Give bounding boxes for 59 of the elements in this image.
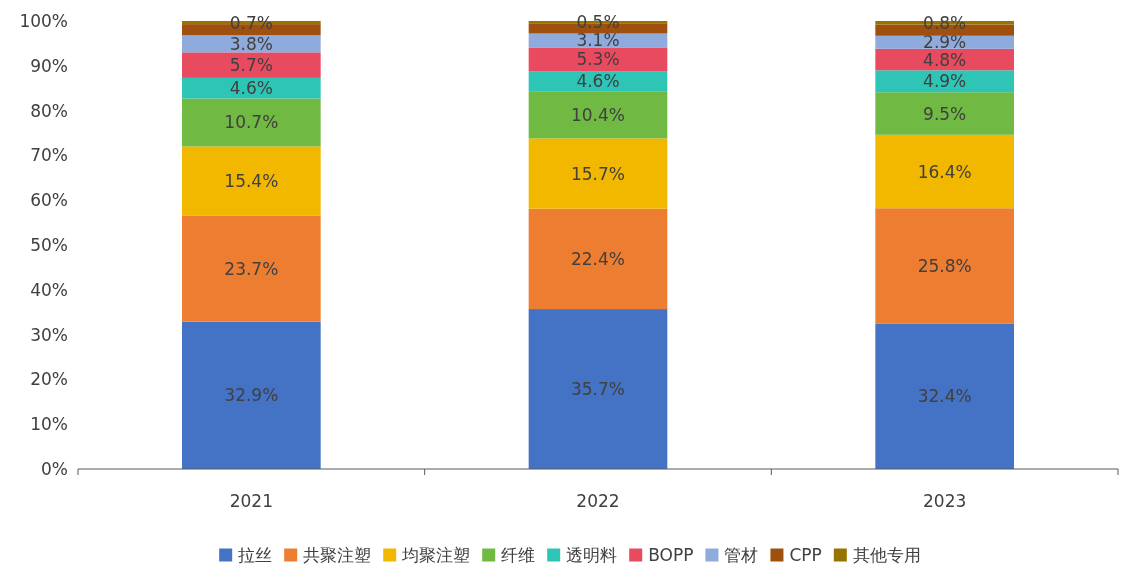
legend-label: BOPP [648,545,694,565]
bar [875,92,1014,135]
x-tick-label: 2023 [923,491,967,511]
bar [875,70,1014,93]
legend-label: 透明料 [566,545,618,565]
data-label: 10.7% [224,112,279,133]
data-label: 10.4% [570,105,626,126]
data-label: 4.6% [229,78,273,99]
legend-label: CPP [789,545,822,565]
legend-label: 管材 [724,545,759,565]
data-label: 4.6% [576,71,620,92]
data-label: 22.4% [570,248,626,269]
y-tick-label: 60% [30,190,68,211]
x-tick-label: 2021 [229,491,273,511]
y-tick-label: 80% [30,100,68,121]
bar [182,52,321,78]
data-label: 5.3% [576,49,620,70]
y-tick-label: 100% [19,11,68,31]
data-label: 25.8% [917,256,972,277]
legend-label: 均聚注塑 [401,545,471,565]
legend-label: 共聚注塑 [303,545,372,565]
legend-label: 纤维 [501,545,536,565]
data-label: 16.4% [917,161,972,182]
y-tick-label: 0% [41,459,68,479]
data-label: 23.7% [224,258,279,279]
data-label: 3.8% [229,33,273,54]
data-label: 35.7% [570,379,626,400]
legend-label: 拉丝 [238,545,273,565]
y-tick-label: 30% [30,324,68,345]
bar [182,98,321,147]
bar [182,215,321,322]
bar [182,77,321,99]
data-label: 5.7% [229,55,273,76]
bar [875,208,1014,324]
data-label: 3.1% [576,30,620,51]
data-label: 15.7% [570,163,626,184]
y-tick-label: 20% [30,369,68,390]
y-tick-label: 90% [30,55,68,76]
x-tick-label: 2022 [576,491,620,511]
data-label: 15.4% [224,170,279,191]
bar [875,134,1014,209]
bar [182,146,321,216]
bar [182,321,321,469]
y-tick-label: 70% [30,145,68,166]
y-tick-label: 50% [30,235,68,255]
legend-label: 其他专用 [852,545,921,565]
bar [528,138,668,209]
data-label: 4.9% [923,71,967,92]
y-tick-label: 40% [30,279,68,300]
data-label: 32.4% [917,386,972,407]
bar [528,91,668,139]
y-tick-label: 10% [30,414,68,435]
bar [528,309,668,469]
data-label: 32.9% [224,385,279,406]
bar [528,71,668,92]
data-label: 9.5% [923,103,967,124]
bar [528,47,668,72]
bar [528,208,668,310]
bar [875,323,1014,469]
